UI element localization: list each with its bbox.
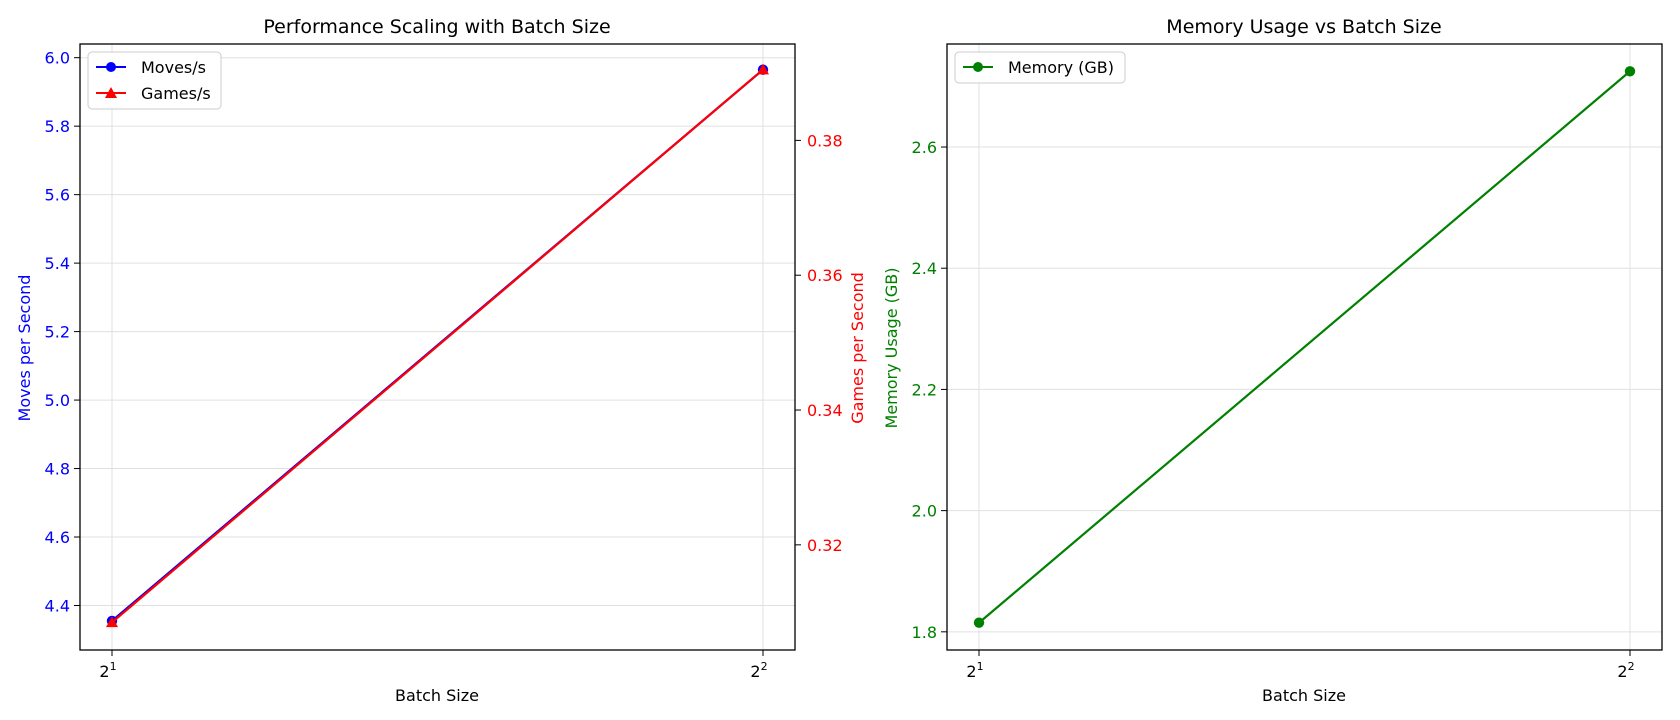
memory-legend: Memory (GB) bbox=[954, 51, 1126, 84]
right-y-tick-label: 0.34 bbox=[807, 401, 843, 420]
memory-plot-frame bbox=[946, 43, 1663, 651]
right-y-tick-label: 0.36 bbox=[807, 266, 843, 285]
memory-grid bbox=[947, 44, 1662, 650]
legend-memory-label: Memory (GB) bbox=[1008, 58, 1114, 77]
memory-legend-box bbox=[954, 51, 1126, 84]
memory-series bbox=[973, 66, 1636, 628]
left-y-tick-label: 5.4 bbox=[45, 254, 70, 273]
performance-series bbox=[106, 63, 769, 628]
performance-chart: 21 224.44.64.85.05.25.45.65.86.00.320.340… bbox=[15, 16, 867, 705]
performance-x-axis-label: Batch Size bbox=[395, 686, 479, 705]
memory-y-axis-label: Memory Usage (GB) bbox=[882, 268, 901, 429]
games-s-series-line bbox=[111, 68, 764, 624]
games-s-data-point bbox=[757, 63, 769, 75]
performance-legend: Moves/s Games/s bbox=[87, 51, 222, 110]
memory-ticks: 21 221.82.02.22.42.6 bbox=[912, 138, 1635, 681]
memory-gb-data-point bbox=[1624, 66, 1636, 77]
legend-memory-marker bbox=[973, 62, 983, 72]
left-y-tick-label: 2.2 bbox=[912, 380, 937, 399]
performance-ticks: 21 224.44.64.85.05.25.45.65.86.00.320.340… bbox=[45, 49, 843, 681]
left-y-tick-label: 6.0 bbox=[45, 49, 70, 68]
memory-x-axis-label: Batch Size bbox=[1262, 686, 1346, 705]
right-y-tick-label: 0.32 bbox=[807, 536, 843, 555]
left-y-tick-label: 5.0 bbox=[45, 391, 70, 410]
left-y-tick-label: 1.8 bbox=[912, 623, 937, 642]
legend-moves-label: Moves/s bbox=[141, 58, 206, 77]
left-y-tick-label: 5.6 bbox=[45, 186, 70, 205]
games-y-axis-label: Games per Second bbox=[848, 272, 867, 424]
performance-plot-frame bbox=[79, 43, 796, 651]
memory-gb-series-line bbox=[978, 70, 1631, 624]
memory-gb-data-point bbox=[973, 617, 985, 628]
left-y-tick-label: 5.8 bbox=[45, 117, 70, 136]
left-y-tick-label: 4.6 bbox=[45, 528, 70, 547]
left-y-tick-label: 5.2 bbox=[45, 323, 70, 342]
left-y-tick-label: 2.4 bbox=[912, 259, 937, 278]
left-y-tick-label: 4.4 bbox=[45, 596, 70, 615]
left-y-tick-label: 2.0 bbox=[912, 502, 937, 521]
left-y-tick-label: 2.6 bbox=[912, 138, 937, 157]
games-s-data-point bbox=[106, 616, 118, 628]
legend-games-label: Games/s bbox=[141, 84, 211, 103]
legend-games-marker bbox=[105, 87, 117, 98]
performance-chart-title: Performance Scaling with Batch Size bbox=[263, 16, 610, 38]
right-y-tick-label: 0.38 bbox=[807, 131, 843, 150]
legend-moves-marker bbox=[106, 62, 116, 72]
memory-chart: 21 221.82.02.22.42.6 Memory Usage vs Batc… bbox=[882, 16, 1663, 705]
memory-chart-title: Memory Usage vs Batch Size bbox=[1166, 16, 1441, 38]
moves-y-axis-label: Moves per Second bbox=[15, 275, 34, 422]
left-y-tick-label: 4.8 bbox=[45, 460, 70, 479]
